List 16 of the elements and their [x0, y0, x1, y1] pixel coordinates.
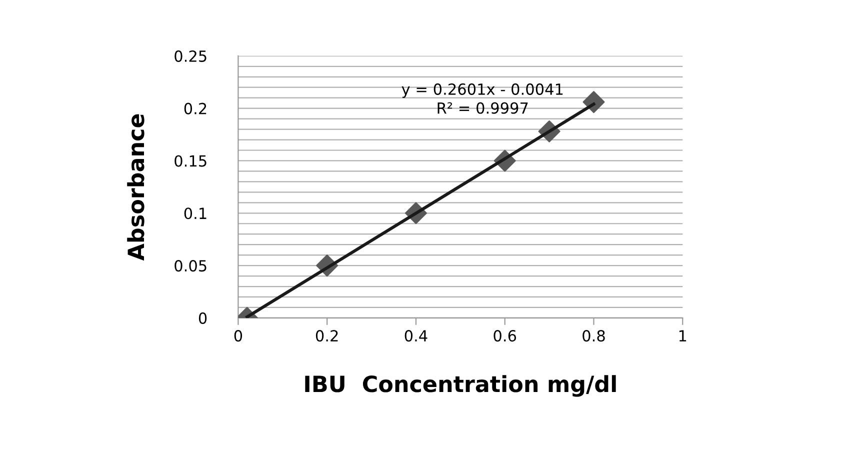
x-tick-label: 1 — [679, 330, 686, 342]
y-tick-label: 0.25 — [174, 50, 206, 62]
x-tick-label: 0.2 — [316, 330, 338, 342]
x-tick-label: 0.6 — [494, 330, 516, 342]
annotation: y = 0.2601x - 0.0041 — [402, 83, 563, 98]
y-tick-label: 0 — [198, 312, 207, 324]
y-tick-label: 0.15 — [174, 155, 206, 167]
y-tick-label: 0.1 — [184, 208, 206, 220]
y-tick-label: 0.05 — [174, 260, 206, 272]
y-tick-label: 0.2 — [184, 102, 206, 114]
x-tick-label: 0 — [234, 330, 242, 342]
x-axis-title: IBU Concentration mg/dl — [305, 375, 616, 397]
y-axis-title: Absorbance — [127, 114, 144, 261]
x-tick-label: 0.4 — [404, 330, 428, 342]
x-tick-label: 0.8 — [582, 330, 605, 342]
annotation: R² = 0.9997 — [438, 102, 528, 114]
